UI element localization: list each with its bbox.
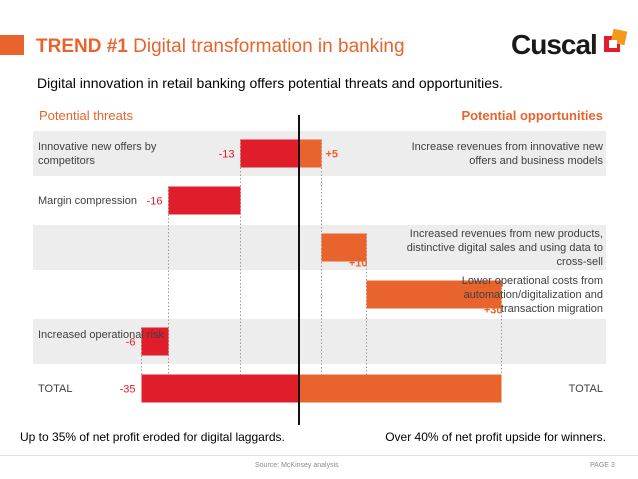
opportunity-value-2: +10 [349, 258, 368, 270]
row-right-label-2: Increased revenues from new products, di… [406, 227, 603, 268]
bars [141, 139, 502, 403]
threat-value-1: -16 [147, 196, 163, 208]
opportunities-header: Potential opportunities [461, 108, 603, 123]
threat-value-4: -6 [126, 337, 136, 349]
row-left-label-4: Increased operational risk [38, 328, 164, 341]
row-left-label-5: TOTAL [38, 382, 73, 395]
row-left-label-1: Margin compression [38, 194, 138, 207]
row-right-label-0: Increase revenues from innovative new of… [411, 140, 603, 167]
cuscal-logo: Cuscal [511, 28, 628, 60]
page-number: PAGE 3 [590, 462, 615, 469]
opportunity-value-3: +30 [484, 305, 503, 317]
threat-summary-note: Up to 35% of net profit eroded for digit… [20, 430, 285, 444]
threat-bar-0 [240, 139, 299, 168]
row-right-label-5: TOTAL [568, 382, 603, 395]
opportunity-value-5: +45 [479, 384, 498, 396]
threats-header: Potential threats [39, 108, 133, 123]
slide-title-bold: TREND #1 [36, 36, 128, 57]
threat-value-5: -35 [120, 384, 136, 396]
slide-title-rest: Digital transformation in banking [133, 36, 405, 57]
threat-bar-1 [168, 186, 241, 215]
slide-title: TREND #1 Digital transformation in banki… [36, 36, 405, 58]
slide-subtitle: Digital innovation in retail banking off… [37, 75, 503, 91]
value-labels: -13 +5 -16 +10 +30 -6 -35 +45 [120, 149, 503, 396]
row-shade-2 [33, 225, 606, 270]
logo-mark [604, 28, 628, 52]
opportunity-value-0: +5 [326, 149, 339, 161]
threat-total-bar [141, 374, 299, 403]
opportunity-bar-2 [321, 233, 367, 262]
footer-divider [0, 455, 638, 456]
opportunity-bar-3 [366, 280, 502, 309]
opportunity-bar-0 [299, 139, 322, 168]
opportunity-total-bar [299, 374, 502, 403]
opportunity-summary-note: Over 40% of net profit upside for winner… [385, 430, 606, 444]
row-left-label-0: Innovative new offers by competitors [38, 140, 157, 167]
row-right-label-3: Lower operational costs from automation/… [461, 274, 603, 315]
threat-value-0: -13 [219, 149, 235, 161]
title-accent-bar [0, 35, 24, 55]
threat-bar-4 [141, 327, 169, 356]
source-note: Source: McKinsey analysis [255, 462, 339, 469]
row-shade-4 [33, 319, 606, 364]
logo-wordmark: Cuscal [511, 29, 597, 60]
